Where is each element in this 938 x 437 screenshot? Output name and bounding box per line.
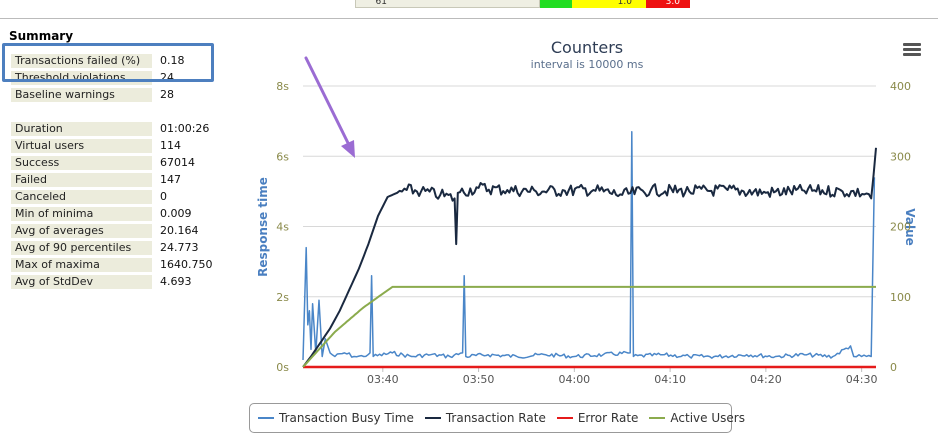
y-axis-right-label: Value (903, 208, 917, 246)
y-right-tick-label: 100 (890, 291, 911, 304)
chart-title: Counters (551, 38, 623, 57)
stat-value: 114 (160, 139, 181, 152)
x-tick-label: 04:10 (654, 373, 686, 386)
y-right-tick-label: 0 (890, 361, 897, 374)
table-row: Min of minima 0.009 (11, 207, 217, 221)
stat-value: 4.693 (160, 275, 192, 288)
legend-item-active-users[interactable]: Active Users (649, 411, 745, 425)
stat-label: Virtual users (11, 139, 152, 153)
arrow-shaft (304, 56, 351, 147)
stat-label: Min of minima (11, 207, 152, 221)
y-right-tick-label: 300 (890, 150, 911, 163)
grid-lines (303, 85, 876, 368)
top-row-id: ^61 (355, 0, 540, 8)
legend-item-transaction-busy-time[interactable]: Transaction Busy Time (258, 411, 414, 425)
stat-label: Transactions failed (%) (11, 54, 152, 68)
table-row: Transactions failed (%) 0.18 (11, 54, 189, 68)
stat-label: Max of maxima (11, 258, 152, 272)
series-transaction-rate (302, 147, 877, 368)
arrow-head (341, 140, 355, 158)
status-green-cell (540, 0, 572, 8)
stat-value: 1640.750 (160, 258, 213, 271)
table-row: Duration 01:00:26 (11, 122, 217, 136)
stat-label: Avg of 90 percentiles (11, 241, 152, 255)
table-row: Virtual users 114 (11, 139, 217, 153)
legend-label: Error Rate (577, 411, 639, 425)
chart-legend: Transaction Busy Time Transaction Rate E… (249, 403, 745, 433)
axis-ticks: 0s 0 2s 100 4s 200 6s 300 8s 400 03:40 03:50 04:00 04… (276, 80, 911, 386)
annotation-arrow (304, 56, 355, 158)
status-yellow-cell: 1.0 (572, 0, 646, 8)
stat-value: 24.773 (160, 241, 199, 254)
stat-label: Failed (11, 173, 152, 187)
y-left-tick-label: 4s (276, 221, 289, 234)
y-left-tick-label: 2s (276, 291, 289, 304)
x-tick-label: 03:40 (367, 373, 399, 386)
legend-label: Transaction Busy Time (279, 411, 414, 425)
stat-value: 20.164 (160, 224, 199, 237)
stat-label: Avg of averages (11, 224, 152, 238)
y-right-tick-label: 400 (890, 80, 911, 93)
top-table-row: ^61 1.0 3.0 (355, 0, 690, 8)
x-tick-label: 04:00 (558, 373, 590, 386)
legend-swatch (258, 417, 274, 419)
table-row: Baseline warnings 28 (11, 88, 189, 102)
stat-label: Baseline warnings (11, 88, 152, 102)
stat-value: 28 (160, 88, 174, 101)
legend-swatch (649, 417, 666, 419)
series-active-users (302, 285, 876, 368)
status-red-cell: 3.0 (646, 0, 690, 8)
stat-label: Duration (11, 122, 152, 136)
table-row: Avg of StdDev 4.693 (11, 275, 217, 289)
stat-label: Canceled (11, 190, 152, 204)
y-left-tick-label: 8s (276, 80, 289, 93)
hamburger-menu-icon[interactable] (903, 43, 921, 57)
legend-swatch (424, 417, 441, 419)
table-row: Failed 147 (11, 173, 217, 187)
summary-table-2: Duration 01:00:26 Virtual users 114 Succes… (11, 119, 217, 292)
legend-item-error-rate[interactable]: Error Rate (556, 411, 639, 425)
stat-label: Avg of StdDev (11, 275, 152, 289)
section-divider (0, 18, 938, 19)
stat-value: 0 (160, 190, 167, 203)
stat-value: 67014 (160, 156, 195, 169)
series-transaction-busy-time (302, 130, 876, 361)
stat-value: 0.009 (160, 207, 192, 220)
x-tick-label: 04:30 (846, 373, 878, 386)
table-row: Max of maxima 1640.750 (11, 258, 217, 272)
legend-item-transaction-rate[interactable]: Transaction Rate (424, 411, 546, 425)
chart-subtitle: interval is 10000 ms (531, 58, 644, 71)
y-right-tick-label: 200 (890, 221, 911, 234)
y-left-tick-label: 0s (276, 361, 289, 374)
y-left-tick-label: 6s (276, 150, 289, 163)
stat-value: 0.18 (160, 54, 185, 67)
table-row: Avg of averages 20.164 (11, 224, 217, 238)
table-row: Avg of 90 percentiles 24.773 (11, 241, 217, 255)
series-lines (302, 130, 877, 369)
highlight-box (2, 43, 214, 82)
y-axis-left-label: Response time (256, 177, 270, 277)
stat-value: 01:00:26 (160, 122, 210, 135)
summary-title: Summary (9, 29, 74, 43)
table-row: Canceled 0 (11, 190, 217, 204)
x-tick-label: 04:20 (750, 373, 782, 386)
legend-label: Transaction Rate (445, 411, 546, 425)
x-tick-label: 03:50 (463, 373, 495, 386)
stat-label: Success (11, 156, 152, 170)
legend-swatch (556, 417, 573, 419)
legend-label: Active Users (670, 411, 745, 425)
table-row: Success 67014 (11, 156, 217, 170)
stat-value: 147 (160, 173, 181, 186)
